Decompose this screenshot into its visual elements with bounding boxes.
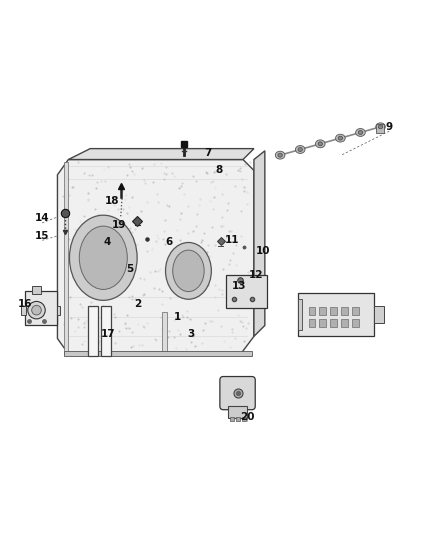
Ellipse shape — [278, 153, 283, 157]
Ellipse shape — [358, 131, 363, 134]
Ellipse shape — [32, 305, 41, 315]
Bar — [236, 417, 240, 422]
Ellipse shape — [79, 226, 127, 289]
Polygon shape — [57, 159, 254, 354]
Bar — [319, 319, 326, 327]
Ellipse shape — [378, 125, 383, 129]
Bar — [32, 286, 41, 294]
Bar — [319, 306, 326, 314]
Text: 10: 10 — [255, 246, 270, 256]
Text: 1: 1 — [174, 312, 181, 322]
Bar — [25, 290, 57, 326]
Bar — [101, 306, 111, 356]
Bar — [57, 306, 60, 314]
Text: 12: 12 — [249, 270, 263, 280]
Text: 5: 5 — [126, 264, 133, 273]
Text: 19: 19 — [111, 220, 126, 230]
Ellipse shape — [315, 140, 325, 148]
Bar — [374, 306, 384, 323]
Text: 9: 9 — [386, 122, 393, 132]
Text: 16: 16 — [18, 298, 32, 309]
Polygon shape — [254, 151, 265, 336]
Bar — [64, 351, 252, 356]
Bar — [88, 306, 98, 356]
Bar — [297, 293, 374, 336]
Bar — [308, 319, 315, 327]
Text: 11: 11 — [225, 235, 239, 245]
Ellipse shape — [70, 215, 137, 300]
Bar — [352, 319, 359, 327]
Text: 20: 20 — [240, 412, 254, 422]
Text: 13: 13 — [231, 281, 246, 291]
Text: 14: 14 — [35, 214, 49, 223]
Text: 4: 4 — [104, 238, 111, 247]
Bar — [341, 306, 348, 314]
Bar — [297, 299, 302, 330]
Ellipse shape — [166, 243, 212, 299]
Bar — [330, 319, 337, 327]
Bar — [230, 417, 234, 422]
Bar — [308, 306, 315, 314]
Bar — [228, 406, 247, 418]
FancyBboxPatch shape — [226, 275, 267, 309]
FancyBboxPatch shape — [220, 376, 255, 410]
Text: 3: 3 — [187, 329, 194, 339]
Text: 15: 15 — [35, 231, 49, 241]
Text: 18: 18 — [105, 196, 119, 206]
Bar — [242, 417, 246, 422]
Bar — [64, 161, 68, 354]
Bar — [376, 124, 384, 133]
Bar — [21, 306, 25, 314]
Ellipse shape — [298, 148, 302, 151]
Ellipse shape — [338, 136, 343, 140]
Bar — [330, 306, 337, 314]
Bar — [341, 319, 348, 327]
Ellipse shape — [276, 151, 285, 159]
Text: 6: 6 — [165, 238, 173, 247]
Ellipse shape — [295, 146, 305, 154]
Ellipse shape — [173, 250, 204, 292]
Text: 17: 17 — [100, 329, 115, 339]
Polygon shape — [68, 149, 254, 159]
Text: 7: 7 — [205, 148, 212, 158]
Bar — [162, 312, 166, 354]
Text: 8: 8 — [215, 165, 223, 175]
Ellipse shape — [336, 134, 345, 142]
Text: 2: 2 — [134, 298, 142, 309]
Ellipse shape — [28, 302, 45, 319]
Ellipse shape — [376, 123, 385, 131]
Ellipse shape — [356, 128, 365, 136]
Ellipse shape — [318, 142, 322, 146]
Bar — [352, 306, 359, 314]
